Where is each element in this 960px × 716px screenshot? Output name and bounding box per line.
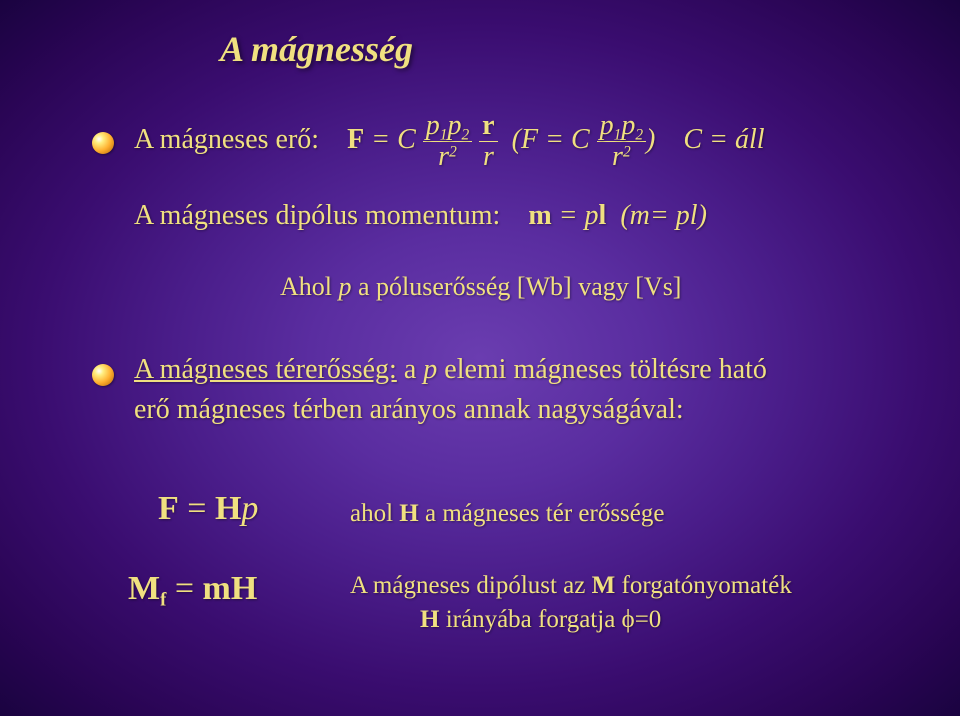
slide-title: A mágnesség — [220, 28, 413, 70]
bullet-icon — [92, 132, 114, 154]
desc-F-Hp: ahol H a mágneses tér erőssége — [350, 500, 664, 528]
eq-C2: C — [571, 124, 590, 155]
eq-C1: C — [397, 124, 416, 155]
eq-frac2: p1p2 r2 — [597, 112, 646, 171]
bullet-icon — [92, 364, 114, 386]
label-momentum: A mágneses dipólus momentum: — [134, 200, 500, 231]
where-p: p — [339, 272, 352, 301]
desc-Mf-1: A mágneses dipólust az M forgatónyomaték — [350, 572, 792, 600]
line-field-strength-2: erő mágneses térben arányos annak nagysá… — [134, 394, 684, 426]
eq-paren-open: ( — [512, 124, 521, 155]
line-field-strength-1: A mágneses térerősség: a p elemi mágnese… — [134, 354, 767, 386]
eq-m-vec: m — [528, 200, 551, 231]
label-force: A mágneses erő: — [134, 124, 319, 155]
eq-Mf-mH: Mf = mH — [128, 570, 257, 608]
line-dipole-momentum: A mágneses dipólus momentum: m = pl (m= … — [134, 200, 707, 232]
eq-eq1: = — [364, 124, 397, 155]
where-prefix: Ahol — [280, 272, 339, 301]
label-field-strength: A mágneses térerősség: — [134, 354, 397, 385]
eq-eq2: = — [538, 124, 571, 155]
line-magnetic-force: A mágneses erő: F = C p1p2 r2 r r (F = C… — [134, 112, 765, 171]
eq-C-const: C = áll — [683, 124, 764, 155]
where-rest: a póluserősség [Wb] vagy [Vs] — [352, 272, 682, 301]
desc-Mf-2: H irányába forgatja ϕ=0 — [420, 606, 661, 634]
eq-F-Hp: F = Hp — [158, 490, 258, 528]
eq-F2: F — [521, 124, 538, 155]
eq-frac-rvec: r r — [479, 112, 497, 171]
eq-F-vec: F — [347, 124, 364, 155]
eq-paren-close: ) — [646, 124, 655, 155]
line-where-p: Ahol p a póluserősség [Wb] vagy [Vs] — [280, 272, 681, 302]
eq-frac1: p1p2 r2 — [423, 112, 472, 171]
